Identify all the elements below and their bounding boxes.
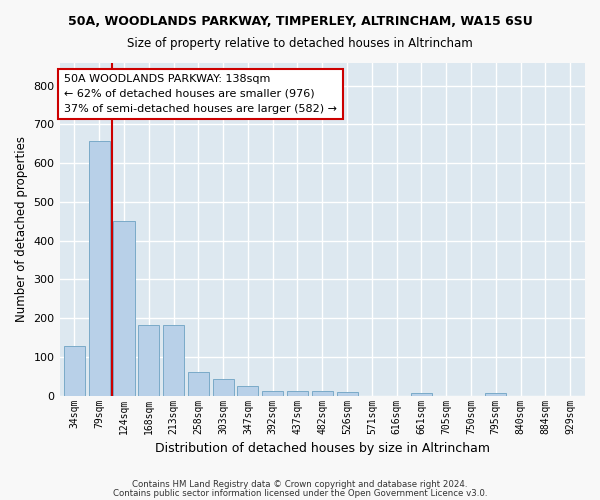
- Bar: [238, 386, 259, 396]
- Text: Contains HM Land Registry data © Crown copyright and database right 2024.: Contains HM Land Registry data © Crown c…: [132, 480, 468, 489]
- Bar: [287, 390, 308, 396]
- Text: 50A, WOODLANDS PARKWAY, TIMPERLEY, ALTRINCHAM, WA15 6SU: 50A, WOODLANDS PARKWAY, TIMPERLEY, ALTRI…: [68, 15, 532, 28]
- Bar: [64, 346, 85, 396]
- Bar: [188, 372, 209, 396]
- Bar: [312, 392, 333, 396]
- Bar: [212, 380, 233, 396]
- Text: Size of property relative to detached houses in Altrincham: Size of property relative to detached ho…: [127, 38, 473, 51]
- Bar: [163, 325, 184, 396]
- Text: Contains public sector information licensed under the Open Government Licence v3: Contains public sector information licen…: [113, 488, 487, 498]
- Bar: [262, 391, 283, 396]
- Bar: [113, 220, 134, 396]
- Bar: [411, 393, 432, 396]
- Bar: [485, 392, 506, 396]
- Y-axis label: Number of detached properties: Number of detached properties: [15, 136, 28, 322]
- Bar: [337, 392, 358, 396]
- Bar: [138, 325, 160, 396]
- X-axis label: Distribution of detached houses by size in Altrincham: Distribution of detached houses by size …: [155, 442, 490, 455]
- Text: 50A WOODLANDS PARKWAY: 138sqm
← 62% of detached houses are smaller (976)
37% of : 50A WOODLANDS PARKWAY: 138sqm ← 62% of d…: [64, 74, 337, 114]
- Bar: [89, 141, 110, 396]
